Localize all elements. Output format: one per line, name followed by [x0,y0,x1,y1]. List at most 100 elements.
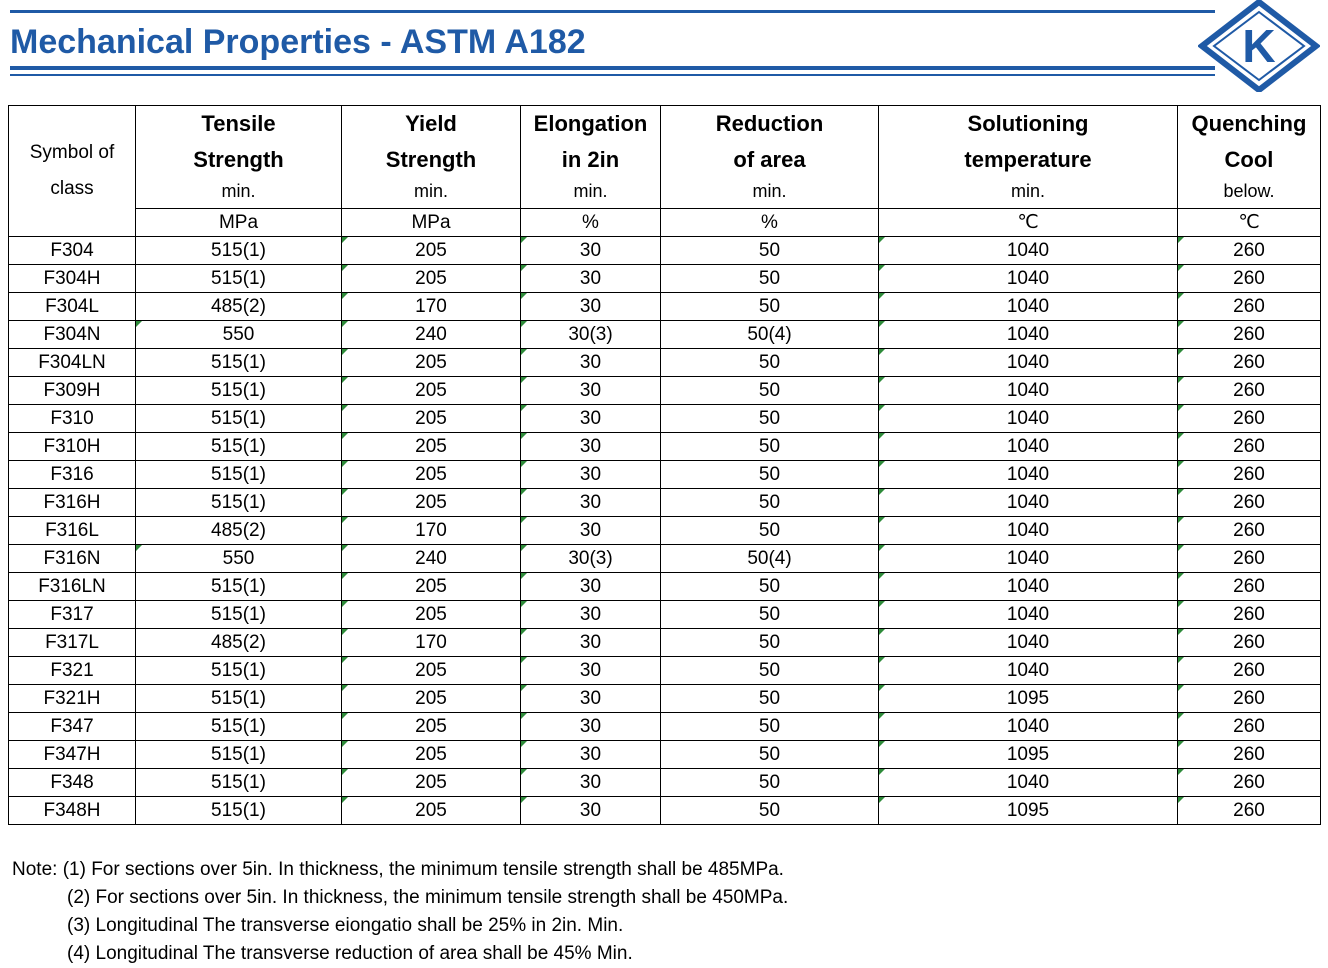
cell-value: 260 [1177,712,1321,741]
table-row: F316H 515(1) 205 30 50 1040 260 [8,488,1321,517]
logo-letter: K [1242,20,1275,72]
table-row: F321 515(1) 205 30 50 1040 260 [8,656,1321,685]
cell-value: 260 [1177,544,1321,573]
cell-value: 50 [660,292,879,321]
cell-value: 205 [341,600,521,629]
cell-symbol: F316L [8,516,136,545]
header-line: Strength [385,147,477,172]
cell-value: 30 [520,796,661,825]
header-line: of area [733,147,806,172]
header-symbol-line2: class [50,178,94,199]
cell-value: 30(3) [520,544,661,573]
cell-value: 205 [341,740,521,769]
cell-value: 50 [660,404,879,433]
cell-value: 240 [341,320,521,349]
table-row: F317 515(1) 205 30 50 1040 260 [8,600,1321,629]
cell-value: 1040 [878,656,1178,685]
cell-value: 1040 [878,236,1178,265]
header-line: Solutioning [967,111,1089,136]
cell-value: 30 [520,740,661,769]
header-qualifier: below. [1223,181,1275,201]
table-row: F309H 515(1) 205 30 50 1040 260 [8,376,1321,405]
header-line: Cool [1224,147,1274,172]
header-qualifier: min. [221,181,256,201]
cell-value: 515(1) [135,432,342,461]
company-logo: K [1198,0,1320,92]
header-line: temperature [964,147,1092,172]
cell-value: 30 [520,656,661,685]
cell-value: 205 [341,656,521,685]
cell-value: 170 [341,516,521,545]
cell-value: 50 [660,264,879,293]
cell-value: 515(1) [135,684,342,713]
header-line: Elongation [533,111,648,136]
cell-value: 50 [660,656,879,685]
cell-symbol: F347H [8,740,136,769]
cell-value: 30 [520,488,661,517]
cell-symbol: F304 [8,236,136,265]
cell-value: 50 [660,572,879,601]
cell-value: 205 [341,376,521,405]
cell-value: 260 [1177,348,1321,377]
cell-value: 260 [1177,320,1321,349]
cell-value: 1095 [878,740,1178,769]
cell-symbol: F317L [8,628,136,657]
cell-symbol: F321 [8,656,136,685]
cell-value: 1040 [878,712,1178,741]
table-row: F304L 485(2) 170 30 50 1040 260 [8,292,1321,321]
cell-value: 30(3) [520,320,661,349]
cell-value: 515(1) [135,460,342,489]
cell-symbol: F304N [8,320,136,349]
cell-value: 515(1) [135,712,342,741]
note-2: (2) For sections over 5in. In thickness,… [67,887,789,908]
cell-value: 30 [520,432,661,461]
note-1: Note: (1) For sections over 5in. In thic… [12,859,784,880]
table-row: F321H 515(1) 205 30 50 1095 260 [8,684,1321,713]
table-row: F310 515(1) 205 30 50 1040 260 [8,404,1321,433]
cell-value: 1040 [878,516,1178,545]
cell-value: 1040 [878,404,1178,433]
cell-value: 515(1) [135,404,342,433]
table-body: F304 515(1) 205 30 50 1040 260 F304H 515(1) 205 30… [8,236,1321,825]
cell-value: 50 [660,600,879,629]
cell-value: 30 [520,600,661,629]
cell-value: 205 [341,712,521,741]
cell-value: 50 [660,796,879,825]
cell-value: 260 [1177,768,1321,797]
header-line: Tensile [201,111,276,136]
cell-symbol: F347 [8,712,136,741]
header-qualifier: min. [413,181,448,201]
cell-value: 260 [1177,488,1321,517]
cell-value: 30 [520,348,661,377]
cell-value: 50 [660,768,879,797]
cell-value: 260 [1177,796,1321,825]
cell-value: 50 [660,488,879,517]
cell-value: 50(4) [660,320,879,349]
cell-value: 205 [341,572,521,601]
unit-quenching: ℃ [1177,208,1321,237]
header-tensile-strength: Tensile Strength min. [135,105,342,209]
cell-symbol: F316 [8,460,136,489]
cell-value: 515(1) [135,236,342,265]
unit-tensile: MPa [135,208,342,237]
cell-value: 50 [660,376,879,405]
header-line: Quenching [1191,111,1307,136]
cell-value: 30 [520,292,661,321]
cell-value: 260 [1177,600,1321,629]
header-quenching-cool: Quenching Cool below. [1177,105,1321,209]
header-qualifier: min. [573,181,608,201]
header-solutioning-temperature: Solutioning temperature min. [878,105,1178,209]
cell-symbol: F310H [8,432,136,461]
cell-value: 515(1) [135,488,342,517]
header-qualifier: min. [752,181,787,201]
table-row: F310H 515(1) 205 30 50 1040 260 [8,432,1321,461]
cell-value: 205 [341,488,521,517]
cell-value: 50 [660,628,879,657]
cell-value: 1095 [878,684,1178,713]
cell-value: 1040 [878,264,1178,293]
cell-value: 260 [1177,376,1321,405]
mechanical-properties-table: Symbol of class Tensile Strength min. Yi… [8,105,1321,825]
cell-symbol: F321H [8,684,136,713]
cell-value: 30 [520,404,661,433]
table-row: F316N 550 240 30(3) 50(4) 1040 260 [8,544,1321,573]
